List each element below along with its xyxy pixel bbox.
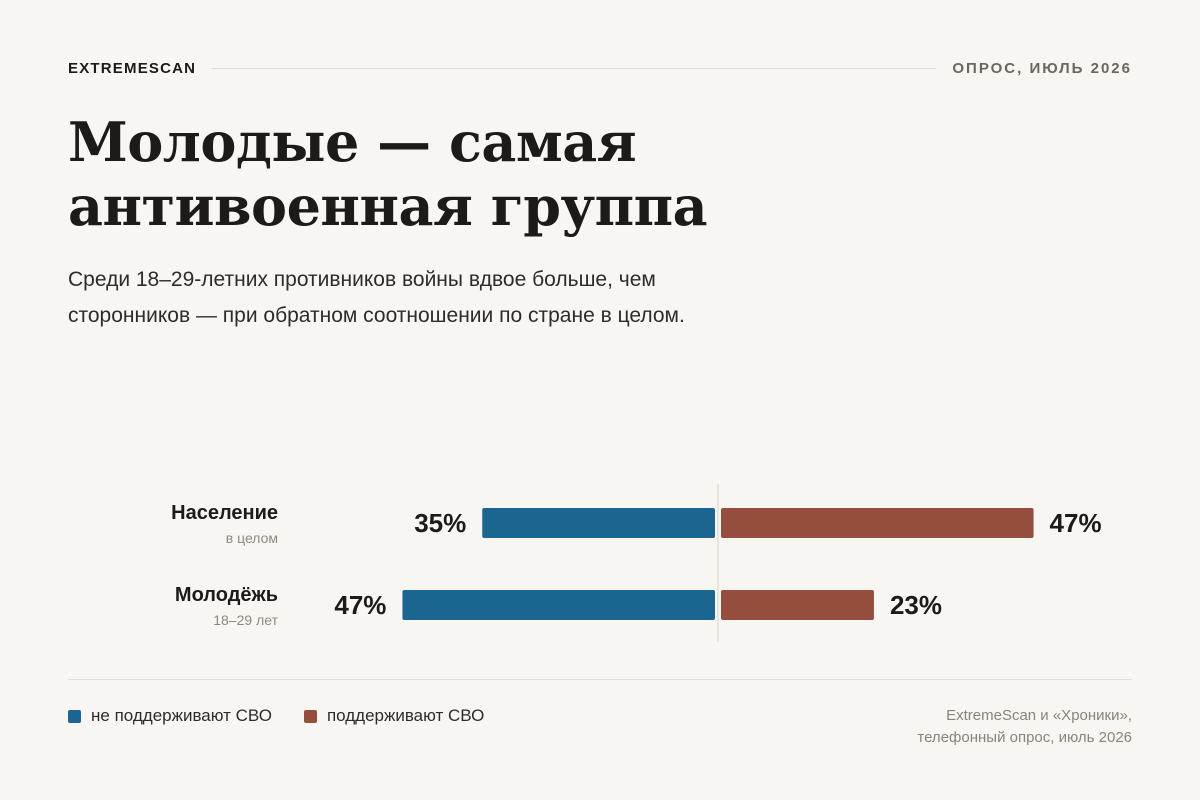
source-note: ExtremeScan и «Хроники», телефонный опро… (917, 705, 1132, 749)
category-label: Население (171, 502, 278, 524)
legend-swatch-support (303, 709, 317, 723)
bar-support (721, 508, 1034, 538)
legend-swatch-oppose (68, 709, 81, 723)
category-sublabel: в целом (226, 530, 278, 546)
brand-label: EXTREMESCAN (68, 59, 197, 77)
data-label-oppose: 47% (334, 590, 386, 620)
data-label-support: 23% (890, 590, 942, 620)
source-line-1: ExtremeScan и «Хроники», (946, 707, 1132, 724)
legend-item-support: поддерживают СВО (303, 706, 485, 726)
page-subtitle: Среди 18–29-летних противников войны вдв… (68, 268, 685, 327)
data-label-oppose: 35% (414, 508, 466, 538)
legend-item-oppose: не поддерживают СВО (68, 706, 272, 726)
diverging-bar-chart: Население в целом 35% 47% Молодёжь 18–29 лет 4… (171, 484, 1102, 642)
category-label: Молодёжь (175, 584, 278, 606)
footer-divider (68, 679, 1132, 680)
bar-oppose (402, 590, 715, 620)
survey-date-label: ОПРОС, ИЮЛЬ 2026 (952, 59, 1132, 77)
chart-legend: не поддерживают СВО поддерживают СВО (68, 706, 516, 726)
legend-label-support: поддерживают СВО (326, 706, 485, 725)
bar-oppose (482, 508, 715, 538)
bar-support (721, 590, 874, 620)
header-bar: EXTREMESCAN ОПРОС, ИЮЛЬ 2026 (68, 57, 1132, 79)
legend-label-oppose: не поддерживают СВО (91, 706, 272, 725)
data-label-support: 47% (1050, 508, 1102, 538)
header-rule (212, 67, 937, 69)
source-line-2: телефонный опрос, июль 2026 (917, 729, 1132, 746)
page-title: Молодые — самая антивоенная группа (68, 110, 708, 238)
category-sublabel: 18–29 лет (213, 612, 278, 628)
